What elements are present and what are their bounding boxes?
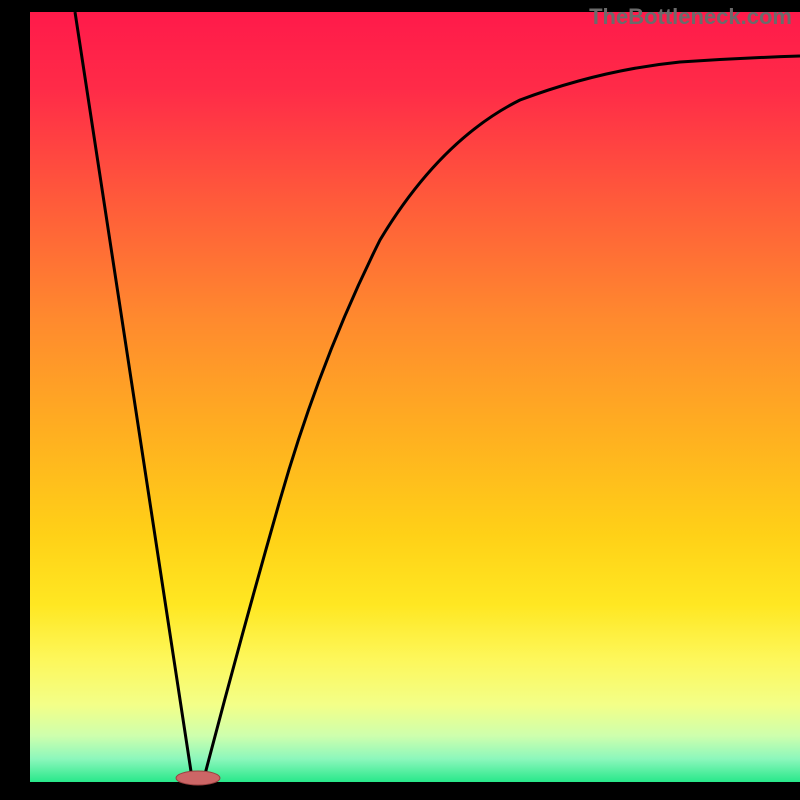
chart-container: TheBottleneck.com	[0, 0, 800, 800]
curve-layer	[0, 0, 800, 800]
watermark-text: TheBottleneck.com	[589, 4, 792, 30]
optimal-marker	[176, 771, 220, 785]
bottleneck-curve	[75, 12, 800, 778]
